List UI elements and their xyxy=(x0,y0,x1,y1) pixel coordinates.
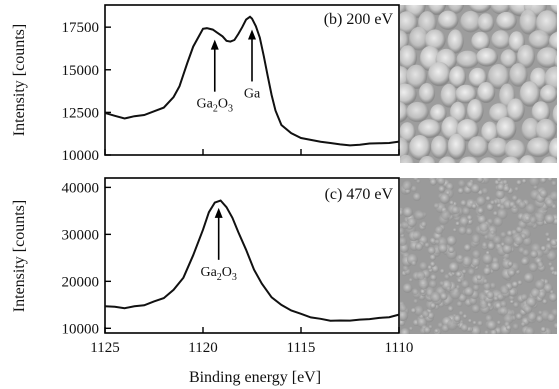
ytick-label: 15000 xyxy=(62,63,100,79)
annotation-text: O xyxy=(222,265,232,280)
ytick-label: 17500 xyxy=(62,20,100,36)
annotation-arrowhead xyxy=(210,39,219,50)
annotation-arrowhead xyxy=(214,207,223,218)
xtick-label: 1125 xyxy=(90,340,119,356)
panel-c-ylabel: Intensity [counts] xyxy=(11,200,28,312)
ytick-label: 10000 xyxy=(62,148,100,164)
x-axis-title: Binding energy [eV] xyxy=(189,369,321,386)
annotation-label: Ga2O3 xyxy=(200,265,236,283)
annotation-text: Ga xyxy=(197,97,214,112)
annotation-subscript: 3 xyxy=(232,272,237,283)
annotation-subscript: 2 xyxy=(217,272,222,283)
annotation-label: Ga2O3 xyxy=(197,97,233,115)
panel-c-surface-image xyxy=(400,178,557,334)
ytick-label: 10000 xyxy=(62,321,100,337)
annotation-text: O xyxy=(218,97,228,112)
annotation-subscript: 2 xyxy=(213,104,218,115)
xtick-label: 1115 xyxy=(287,340,316,356)
ytick-label: 20000 xyxy=(62,274,100,290)
panel-b-series-line xyxy=(104,15,400,147)
annotation-text: Ga xyxy=(244,86,261,101)
panel-c-spectrum: 10000 20000 30000 40000 1125 1120 1115 1110 (c… xyxy=(62,177,414,356)
panel-b-surface-image xyxy=(400,5,557,163)
annotation-arrowhead xyxy=(248,29,256,40)
xtick-label: 1110 xyxy=(385,340,414,356)
panel-b-label: (b) 200 eV xyxy=(324,11,394,28)
ytick-label: 30000 xyxy=(62,227,100,243)
annotation-text: Ga xyxy=(200,265,217,280)
ytick-label: 12500 xyxy=(62,105,100,121)
panel-c-frame xyxy=(104,177,400,334)
panel-c-series-line xyxy=(104,199,400,322)
ytick-label: 40000 xyxy=(62,180,100,196)
annotation-subscript: 3 xyxy=(228,104,233,115)
xtick-label: 1120 xyxy=(188,340,217,356)
panel-b-frame xyxy=(104,4,400,156)
panel-b-ylabel: Intensity [counts] xyxy=(11,24,28,136)
annotation-label: Ga xyxy=(244,86,261,101)
panel-c-label: (c) 470 eV xyxy=(325,186,394,203)
